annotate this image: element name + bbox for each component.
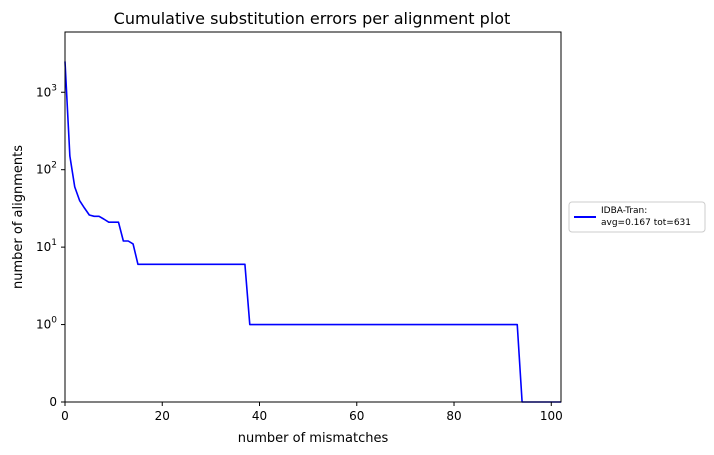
plot-area: [64, 61, 561, 403]
legend: IDBA-Tran: avg=0.167 tot=631: [568, 201, 706, 233]
x-tick-label: 40: [252, 409, 267, 423]
y-tick-label: 0: [49, 395, 57, 409]
y-axis-label: number of alignments: [11, 145, 26, 289]
x-axis: 0 20 40 60 80 100: [61, 402, 563, 423]
x-tick-label: 0: [61, 409, 69, 423]
y-tick-label: 103: [36, 83, 57, 99]
x-tick-label: 20: [155, 409, 170, 423]
x-axis-label: number of mismatches: [238, 431, 389, 446]
x-tick-label: 60: [349, 409, 364, 423]
y-axis: 0 100 101 102 103: [36, 83, 65, 409]
y-tick-label: 101: [36, 238, 57, 254]
y-tick-label: 102: [36, 161, 57, 177]
plot-frame: [64, 31, 562, 403]
legend-series-name: IDBA-Tran:: [601, 206, 647, 216]
series-line-0: [64, 61, 561, 403]
x-tick-label: 80: [446, 409, 461, 423]
chart-title: Cumulative substitution errors per align…: [114, 9, 511, 28]
y-tick-label: 100: [36, 316, 57, 332]
legend-box: [568, 201, 706, 233]
x-tick-label: 100: [540, 409, 563, 423]
legend-series-stats: avg=0.167 tot=631: [601, 218, 691, 228]
